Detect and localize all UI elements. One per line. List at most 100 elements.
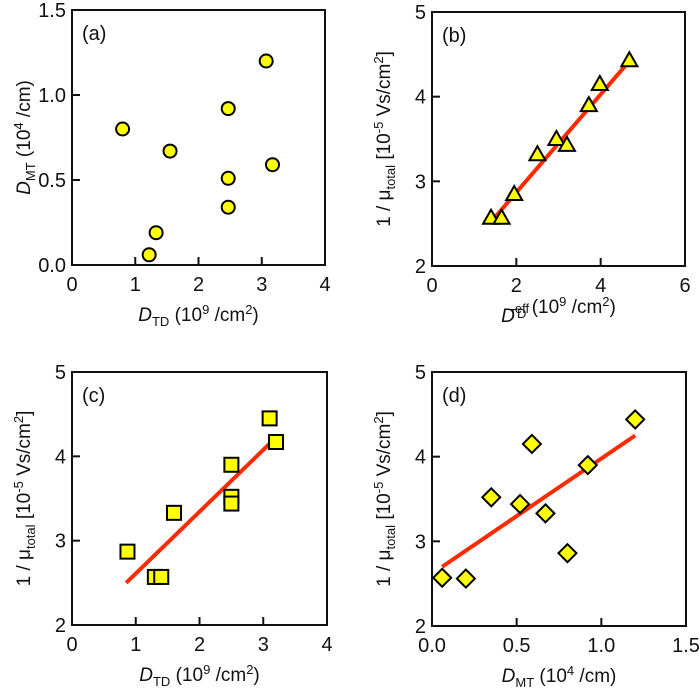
y-axis-label-sup: -5 (371, 122, 386, 134)
x-tick-label: 0.0 (418, 635, 446, 657)
plot-frame (71, 9, 326, 266)
x-tick-label: 0.5 (503, 635, 531, 657)
y-axis-label-main: 1 / μ (374, 550, 395, 587)
y-tick-label: 3 (415, 531, 426, 553)
data-point-triangle (491, 207, 512, 225)
x-axis-label-unit_post: /cm (209, 305, 245, 326)
data-point-square (119, 543, 136, 560)
data-point-square (223, 456, 240, 473)
x-axis-label-sub: MT (515, 675, 534, 690)
y-tick-label: 0.5 (38, 170, 66, 192)
x-axis-label-end: ) (252, 305, 258, 326)
y-axis-label-main: 1 / μ (374, 190, 395, 227)
x-axis-label-main: D (138, 305, 152, 326)
x-tick-label: 1.5 (672, 635, 700, 657)
x-axis-label-sup: 9 (203, 662, 210, 677)
y-tick-label: 5 (55, 362, 66, 384)
x-axis-label-unit_pre: (10 (526, 297, 559, 318)
y-axis-label-unit_post: Vs/cm (374, 424, 395, 482)
x-tick-label: 3 (258, 634, 269, 656)
y-tick-label: 1.5 (38, 0, 66, 22)
y-tick-label: 2 (55, 615, 66, 637)
x-axis-label-end: ) (610, 297, 616, 318)
x-axis-label-supx: eff (515, 301, 530, 316)
x-tick-label: 2 (511, 275, 522, 297)
y-tick-label: 2 (415, 616, 426, 638)
data-point-circle (162, 143, 178, 159)
x-axis-label-sup: 9 (559, 294, 566, 309)
fit-line (124, 442, 272, 585)
x-axis-label-unit_post: /cm (210, 665, 246, 686)
x-tick-label: 6 (679, 275, 690, 297)
x-axis-label-main: D (139, 665, 153, 686)
x-tick-label: 1.0 (587, 635, 615, 657)
y-axis-label-unit_pre: [10 (14, 493, 35, 525)
x-axis-label-unit_pre: (10 (534, 666, 567, 687)
data-point-diamond (480, 486, 502, 508)
data-point-circle (115, 121, 131, 137)
y-axis-label-end: ] (374, 51, 395, 56)
x-axis-label: DeffTD (109 /cm2) (501, 294, 616, 327)
y-axis-label-sub: total (23, 524, 38, 549)
y-axis-label-main: D (14, 181, 35, 195)
panel-label: (b) (442, 25, 466, 47)
data-point-circle (220, 170, 236, 186)
data-point-diamond (521, 433, 543, 455)
x-axis-label-end: ) (253, 665, 259, 686)
x-tick-label: 2 (193, 274, 204, 296)
y-tick-label: 5 (415, 2, 426, 24)
y-axis-label-sup: -5 (371, 482, 386, 494)
data-point-triangle (504, 184, 524, 202)
y-tick-label: 3 (55, 531, 66, 553)
y-tick-label: 3 (415, 171, 426, 193)
y-axis-label-sub: total (383, 165, 398, 190)
x-tick-label: 4 (321, 634, 332, 656)
x-axis-label-unit_pre: (10 (169, 305, 202, 326)
x-axis-label-sup: 4 (567, 663, 574, 678)
y-tick-label: 5 (415, 362, 426, 384)
x-axis-label-sup2: 2 (602, 294, 609, 309)
y-axis-label-sub: total (383, 525, 398, 550)
data-point-diamond (509, 493, 531, 515)
y-axis-label-unit_pre: [10 (374, 133, 395, 165)
y-tick-label: 1.0 (38, 85, 66, 107)
data-point-circle (265, 157, 281, 173)
data-point-diamond (431, 567, 453, 589)
data-point-triangle (579, 95, 599, 113)
x-tick-label: 4 (595, 275, 606, 297)
data-point-circle (258, 53, 274, 69)
x-axis-label-main: D (502, 666, 516, 687)
x-tick-label: 1 (130, 274, 141, 296)
y-axis-label-sup2: 2 (11, 416, 26, 423)
x-axis-label-unit_post: /cm) (574, 666, 616, 687)
data-point-diamond (455, 568, 477, 590)
x-axis-label-unit_post: /cm (566, 297, 602, 318)
x-axis-label-sub: TD (509, 306, 526, 321)
x-tick-label: 0 (426, 275, 437, 297)
plot-frame (431, 371, 687, 627)
y-axis-label: 1 / μtotal [10-5 Vs/cm2] (11, 411, 38, 587)
data-point-square (261, 410, 278, 427)
y-tick-label: 0.0 (38, 255, 66, 277)
y-axis-label-main: 1 / μ (14, 549, 35, 586)
y-axis-label-sup: -5 (11, 481, 26, 493)
y-axis-label-unit_pre: [10 (374, 493, 395, 525)
x-tick-label: 0 (66, 274, 77, 296)
data-point-square (166, 504, 182, 521)
y-tick-label: 4 (55, 446, 66, 468)
panel-label: (c) (82, 385, 105, 407)
data-point-diamond (577, 454, 599, 476)
y-axis-label-sub: MT (23, 162, 38, 181)
y-axis-label-unit_post: /cm) (14, 80, 35, 122)
y-axis-label: 1 / μtotal [10-5 Vs/cm2] (371, 411, 398, 587)
y-tick-label: 4 (415, 447, 426, 469)
x-tick-label: 2 (194, 634, 205, 656)
x-axis-label-sup2: 2 (245, 302, 252, 317)
data-point-triangle (527, 144, 548, 162)
y-tick-label: 2 (415, 256, 426, 278)
panel-a: 0 1 2 3 40.00.51.01.5(a)DTD (109 /cm2)DMT (1… (11, 0, 331, 329)
plot-frame (71, 371, 328, 626)
